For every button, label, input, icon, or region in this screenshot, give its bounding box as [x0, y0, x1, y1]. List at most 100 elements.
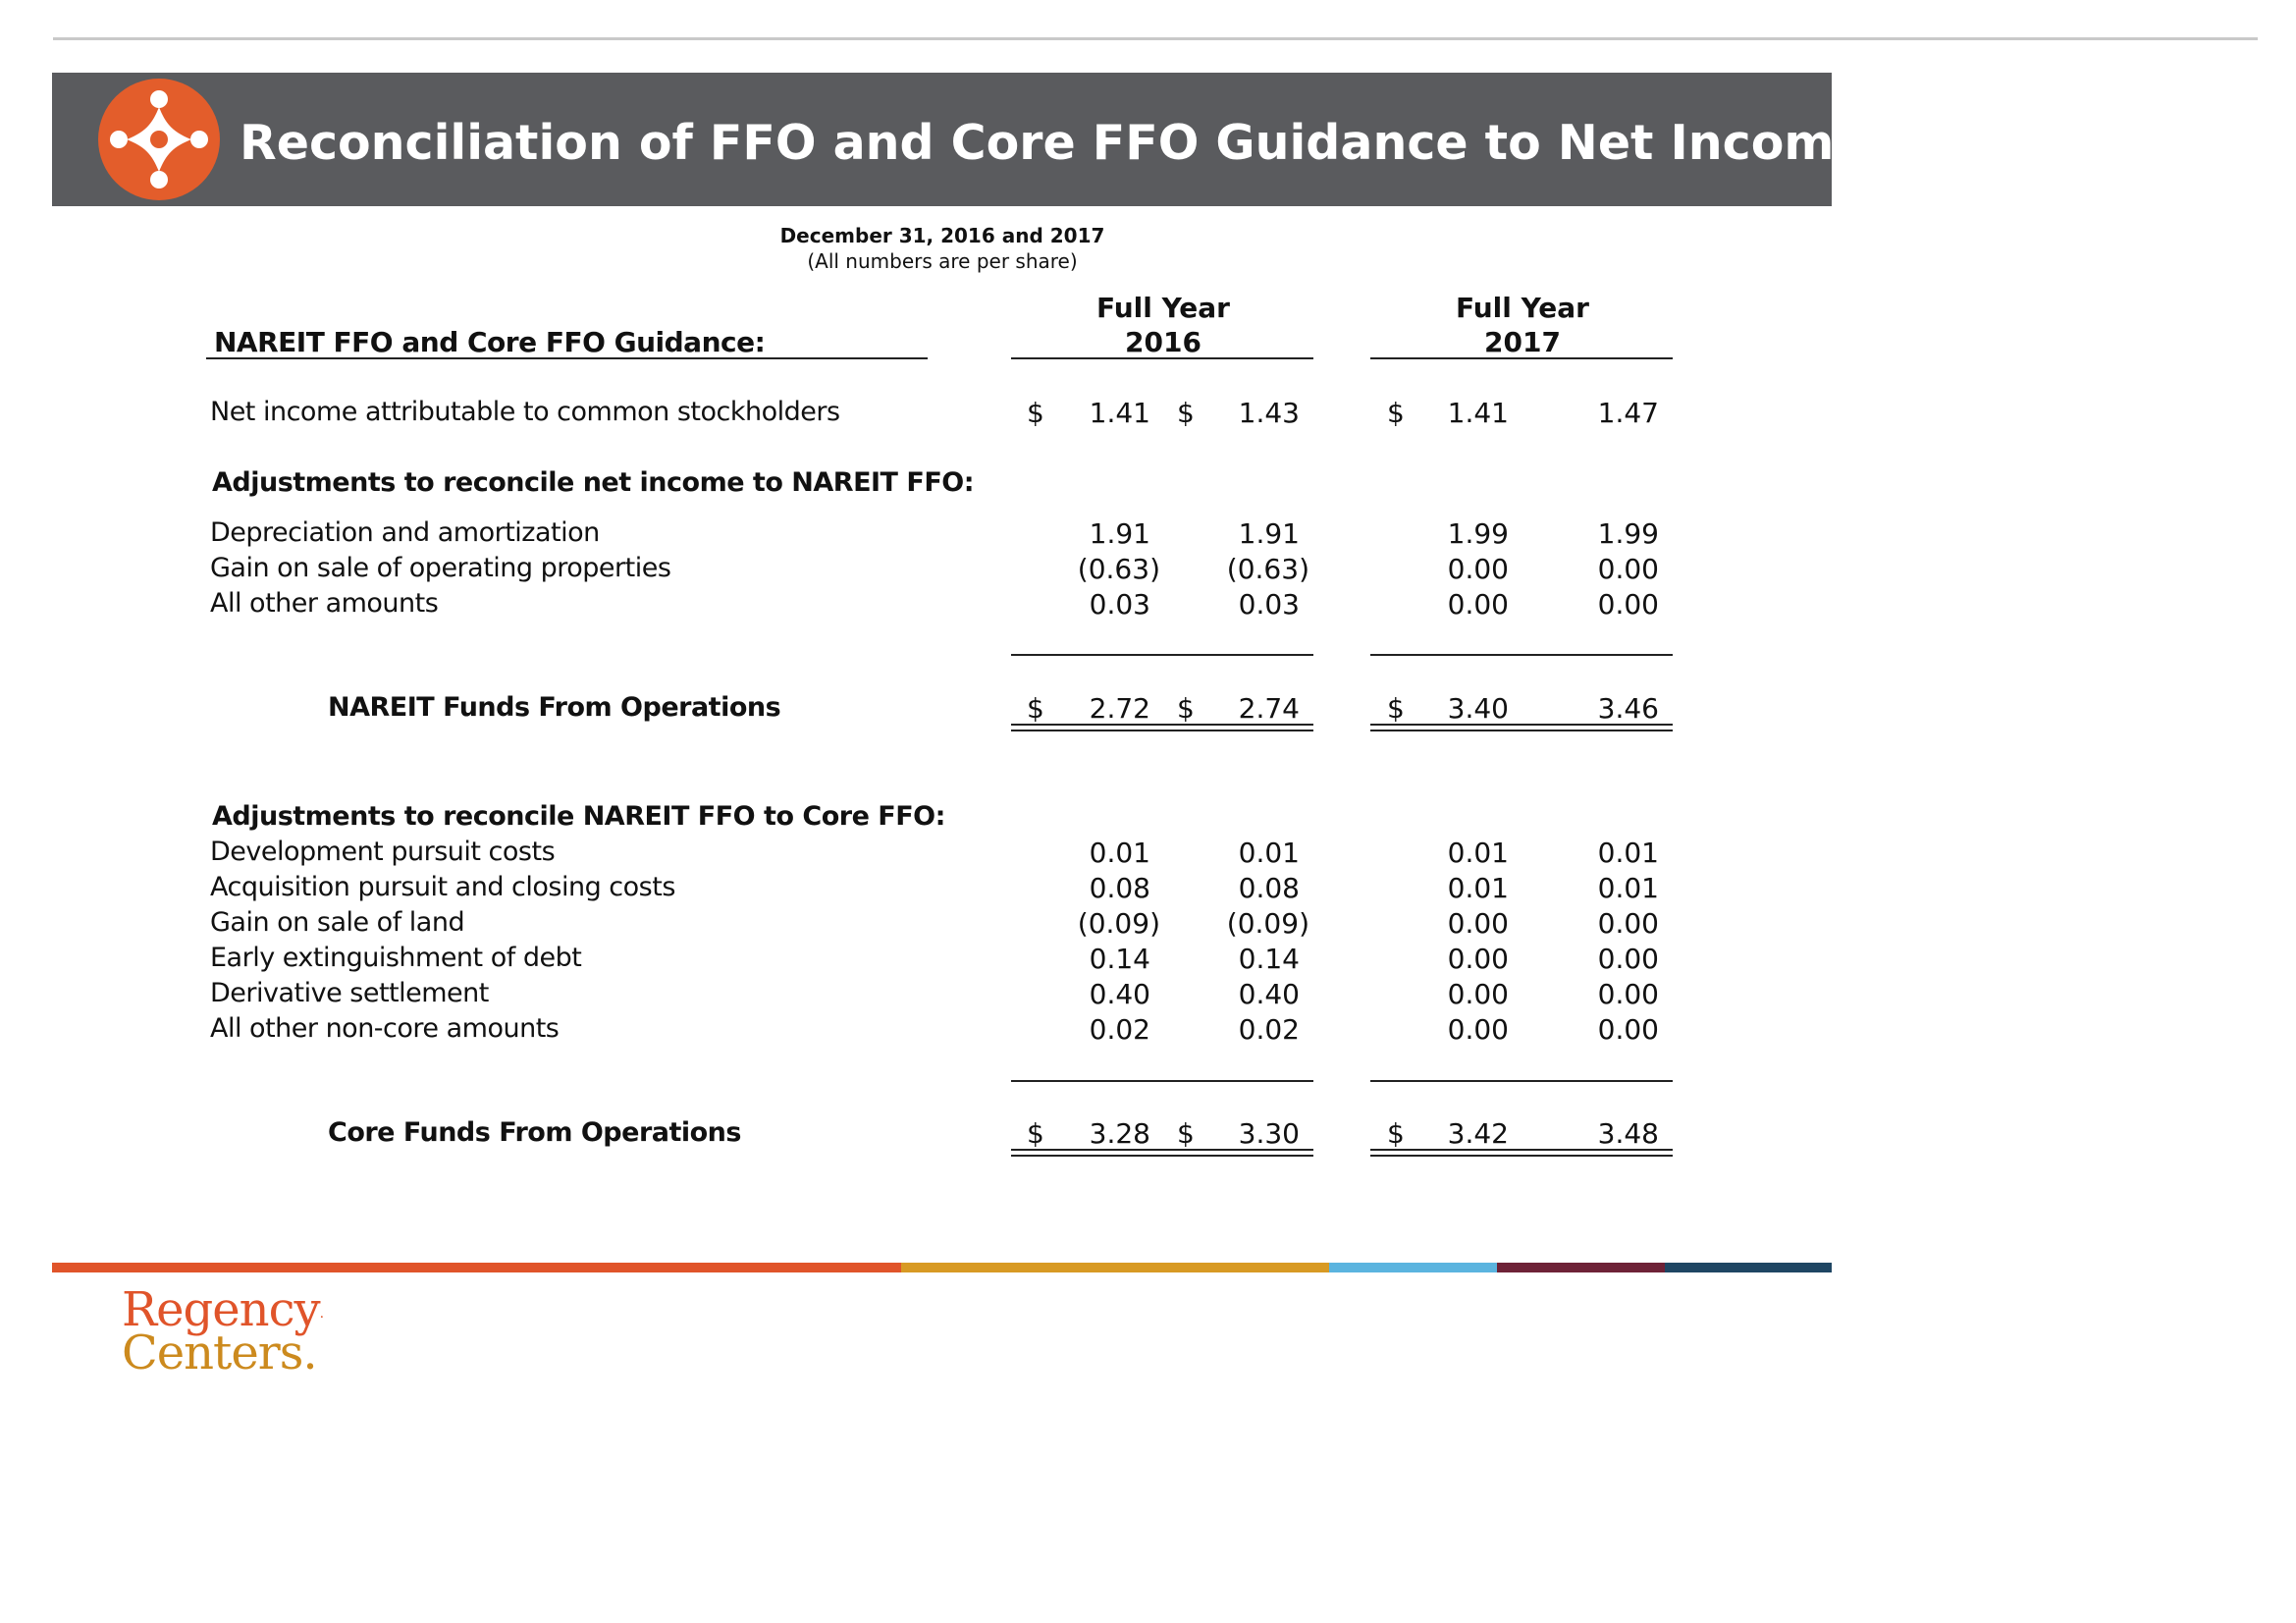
- period-note: (All numbers are per share): [807, 249, 1078, 273]
- early-extinguishment-2017-low: 0.00: [1447, 943, 1509, 975]
- all-other-2016-low: 0.03: [1089, 588, 1150, 621]
- gain-operating-2017-high: 0.00: [1597, 553, 1659, 585]
- net-income-2017-low: 1.41: [1447, 397, 1509, 429]
- brand-mark: ·: [319, 1310, 325, 1325]
- col-2017-header-line1: Full Year: [1455, 292, 1589, 324]
- period-date: December 31, 2016 and 2017: [779, 224, 1105, 247]
- development-2017-high: 0.01: [1597, 837, 1659, 869]
- currency-symbol: $: [1177, 692, 1195, 725]
- top-rule: [53, 37, 2258, 40]
- development-2016-high: 0.01: [1238, 837, 1300, 869]
- development-2017-low: 0.01: [1447, 837, 1509, 869]
- adj1-heading: Adjustments to reconcile net income to N…: [212, 467, 975, 498]
- acquisition-2017-low: 0.01: [1447, 872, 1509, 904]
- core-ffo-2017-low: 3.42: [1447, 1117, 1509, 1150]
- early-extinguishment-2016-high: 0.14: [1238, 943, 1300, 975]
- non-core-2017-low: 0.00: [1447, 1013, 1509, 1046]
- acquisition-2016-high: 0.08: [1238, 872, 1300, 904]
- derivative-2016-high: 0.40: [1238, 978, 1300, 1010]
- col-2017-header-underline: [1370, 357, 1673, 359]
- row-label-development: Development pursuit costs: [210, 837, 556, 867]
- subtotal-rule-2017: [1370, 654, 1673, 656]
- footer-stripe-gold: [901, 1263, 1329, 1272]
- row-label-core-ffo: Core Funds From Operations: [328, 1117, 741, 1148]
- row-label-acquisition: Acquisition pursuit and closing costs: [210, 872, 675, 902]
- core-ffo-2017-high: 3.48: [1597, 1117, 1659, 1150]
- page-title: Reconciliation of FFO and Core FFO Guida…: [240, 115, 1867, 171]
- row-label-non-core: All other non-core amounts: [210, 1013, 560, 1044]
- currency-symbol: $: [1387, 1117, 1405, 1150]
- gain-operating-2016-high: (0.63): [1226, 553, 1309, 585]
- nareit-ffo-2017-high: 3.46: [1597, 692, 1659, 725]
- currency-symbol: $: [1387, 397, 1405, 429]
- row-label-nareit-ffo: NAREIT Funds From Operations: [328, 692, 781, 723]
- development-2016-low: 0.01: [1089, 837, 1150, 869]
- depreciation-2017-low: 1.99: [1447, 517, 1509, 550]
- currency-symbol: $: [1027, 692, 1044, 725]
- gain-land-2017-high: 0.00: [1597, 907, 1659, 940]
- currency-symbol: $: [1027, 397, 1044, 429]
- derivative-2017-low: 0.00: [1447, 978, 1509, 1010]
- acquisition-2016-low: 0.08: [1089, 872, 1150, 904]
- currency-symbol: $: [1177, 397, 1195, 429]
- non-core-2016-high: 0.02: [1238, 1013, 1300, 1046]
- total-double-rule-2016: [1011, 724, 1313, 731]
- net-income-2016-high: 1.43: [1238, 397, 1300, 429]
- regency-centers-logo: Regency· Centers.: [122, 1286, 325, 1380]
- section-label-underline: [206, 357, 928, 359]
- row-label-all-other: All other amounts: [210, 588, 439, 619]
- currency-symbol: $: [1387, 692, 1405, 725]
- row-label-derivative: Derivative settlement: [210, 978, 489, 1008]
- all-other-2016-high: 0.03: [1238, 588, 1300, 621]
- derivative-2017-high: 0.00: [1597, 978, 1659, 1010]
- all-other-2017-high: 0.00: [1597, 588, 1659, 621]
- depreciation-2017-high: 1.99: [1597, 517, 1659, 550]
- row-label-depreciation: Depreciation and amortization: [210, 517, 600, 548]
- brand-line1: Regency: [122, 1282, 321, 1337]
- col-2016-header-line1: Full Year: [1095, 292, 1230, 324]
- row-label-gain-land: Gain on sale of land: [210, 907, 465, 938]
- core-ffo-2016-low: 3.28: [1089, 1117, 1150, 1150]
- title-banner: Reconciliation of FFO and Core FFO Guida…: [52, 73, 1867, 206]
- nareit-ffo-2016-low: 2.72: [1089, 692, 1150, 725]
- footer-stripe-maroon: [1497, 1263, 1665, 1272]
- gain-operating-2017-low: 0.00: [1447, 553, 1509, 585]
- col-2016-header-underline: [1011, 357, 1313, 359]
- early-extinguishment-2016-low: 0.14: [1089, 943, 1150, 975]
- footer-stripe-navy: [1665, 1263, 1832, 1272]
- brand-line2: Centers.: [122, 1325, 318, 1380]
- early-extinguishment-2017-high: 0.00: [1597, 943, 1659, 975]
- section-label: NAREIT FFO and Core FFO Guidance:: [214, 326, 766, 358]
- gain-land-2016-low: (0.09): [1077, 907, 1160, 940]
- nareit-ffo-2016-high: 2.74: [1238, 692, 1300, 725]
- non-core-2016-low: 0.02: [1089, 1013, 1150, 1046]
- currency-symbol: $: [1027, 1117, 1044, 1150]
- subtotal-rule-2017: [1370, 1080, 1673, 1082]
- total-double-rule-2016: [1011, 1149, 1313, 1157]
- depreciation-2016-high: 1.91: [1238, 517, 1300, 550]
- row-label-gain-operating: Gain on sale of operating properties: [210, 553, 671, 583]
- acquisition-2017-high: 0.01: [1597, 872, 1659, 904]
- nareit-ffo-2017-low: 3.40: [1447, 692, 1509, 725]
- footer-stripe-blue: [1329, 1263, 1497, 1272]
- net-income-2017-high: 1.47: [1597, 397, 1659, 429]
- gain-land-2016-high: (0.09): [1226, 907, 1309, 940]
- all-other-2017-low: 0.00: [1447, 588, 1509, 621]
- gain-operating-2016-low: (0.63): [1077, 553, 1160, 585]
- row-label-early-extinguishment: Early extinguishment of debt: [210, 943, 582, 973]
- regency-star-icon: [98, 79, 220, 200]
- col-2016-header-line2: 2016: [1125, 326, 1201, 358]
- net-income-2016-low: 1.41: [1089, 397, 1150, 429]
- total-double-rule-2017: [1370, 724, 1673, 731]
- subtotal-rule-2016: [1011, 1080, 1313, 1082]
- derivative-2016-low: 0.40: [1089, 978, 1150, 1010]
- adj2-heading: Adjustments to reconcile NAREIT FFO to C…: [212, 801, 945, 832]
- currency-symbol: $: [1177, 1117, 1195, 1150]
- col-2017-header-line2: 2017: [1484, 326, 1561, 358]
- subtotal-rule-2016: [1011, 654, 1313, 656]
- footer-stripe-orange: [52, 1263, 901, 1272]
- gain-land-2017-low: 0.00: [1447, 907, 1509, 940]
- total-double-rule-2017: [1370, 1149, 1673, 1157]
- non-core-2017-high: 0.00: [1597, 1013, 1659, 1046]
- core-ffo-2016-high: 3.30: [1238, 1117, 1300, 1150]
